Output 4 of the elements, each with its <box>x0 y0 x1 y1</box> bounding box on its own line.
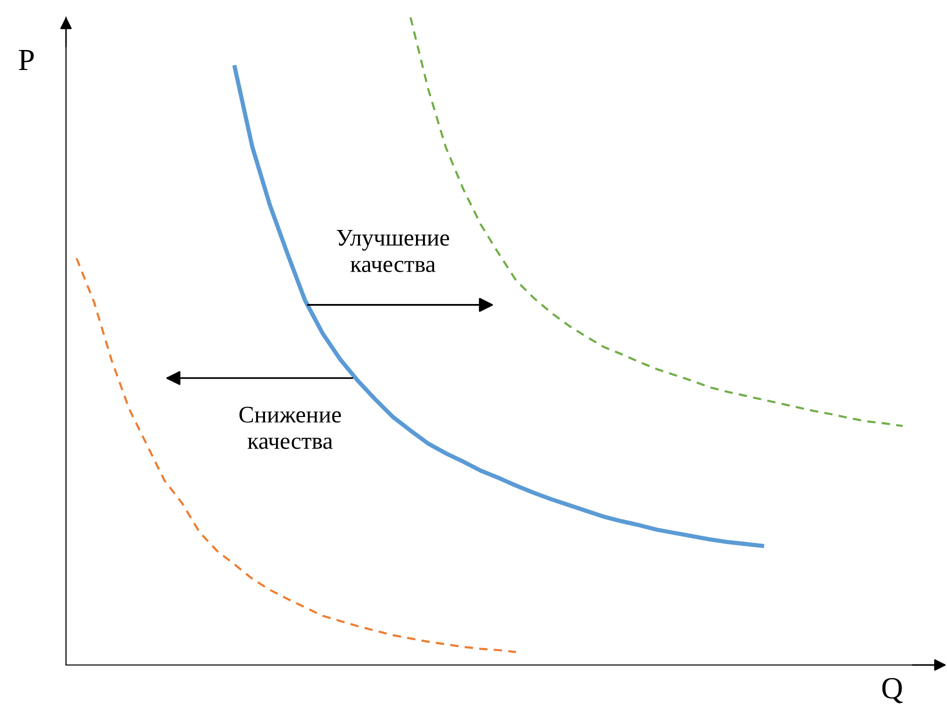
y-axis-title: P <box>18 50 34 70</box>
annotation: Улучшение качества <box>336 230 450 272</box>
x-axis-title: Q <box>882 678 903 704</box>
annotation: Снижение качества <box>239 406 341 449</box>
